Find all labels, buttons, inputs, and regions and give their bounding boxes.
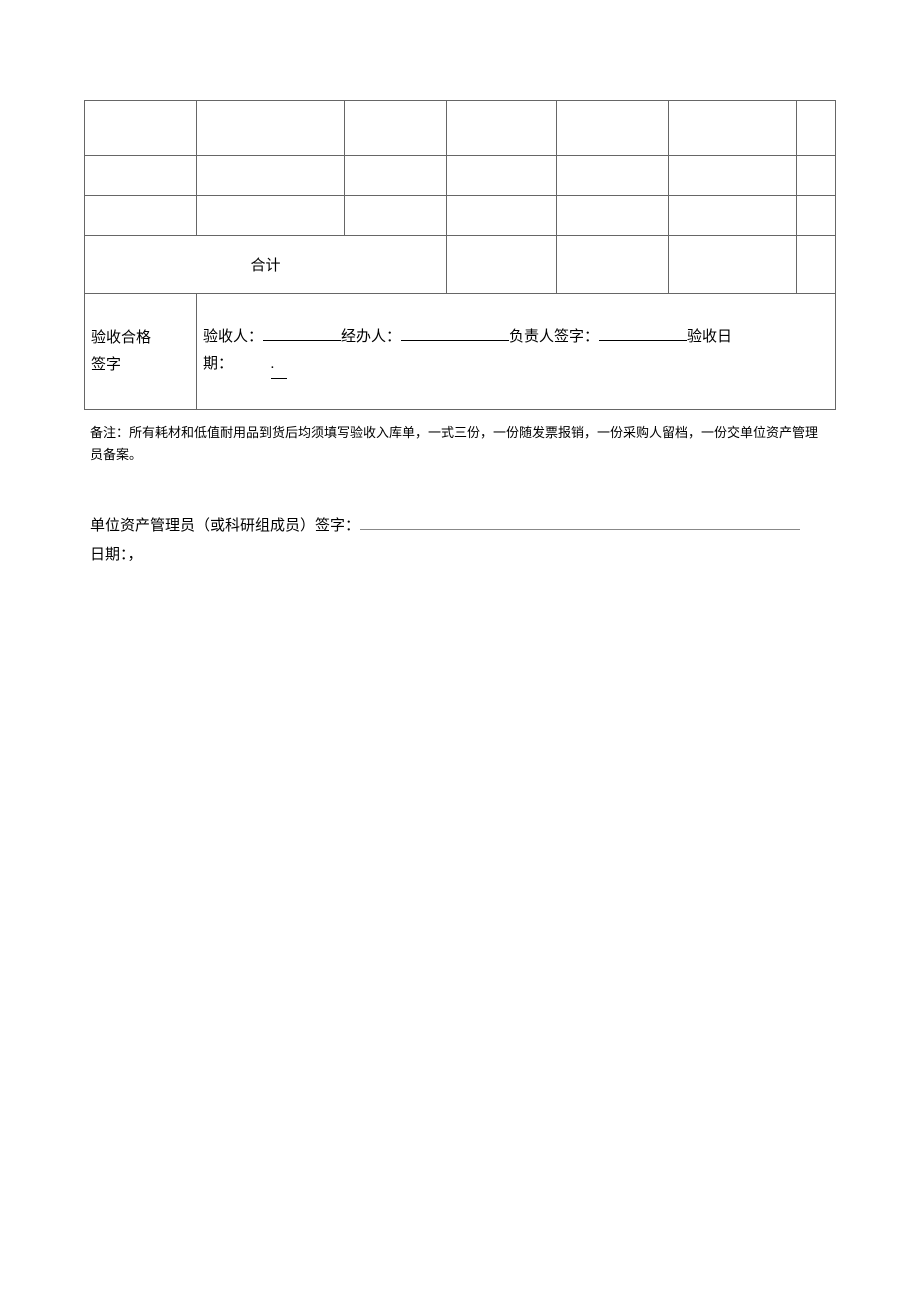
table-cell xyxy=(345,101,447,156)
date-dot: . xyxy=(271,356,275,372)
acceptance-form-table: 合计 验收合格 签字 验收人： 经办人： 负责人签字： 验收日 期： . xyxy=(84,100,836,410)
signature-row: 验收合格 签字 验收人： 经办人： 负责人签字： 验收日 期： . xyxy=(85,294,836,410)
table-cell xyxy=(797,236,836,294)
manager-sign-underline xyxy=(360,529,800,530)
table-row xyxy=(85,196,836,236)
table-cell xyxy=(85,156,197,196)
responsible-label: 负责人签字： xyxy=(509,329,599,345)
handler-label: 经办人： xyxy=(341,329,401,345)
note-text: 备注：所有耗材和低值耐用品到货后均须填写验收入库单，一式三份，一份随发票报销，一… xyxy=(90,425,818,462)
date-label: 验收日 xyxy=(687,329,732,345)
table-row xyxy=(85,156,836,196)
table-cell xyxy=(557,236,669,294)
table-cell xyxy=(197,196,345,236)
note-section: 备注：所有耗材和低值耐用品到货后均须填写验收入库单，一式三份，一份随发票报销，一… xyxy=(84,422,836,466)
signature-title-cell: 验收合格 签字 xyxy=(85,294,197,410)
handler-underline xyxy=(401,340,509,341)
table-row xyxy=(85,101,836,156)
date-underline: . xyxy=(271,351,287,379)
table-cell xyxy=(557,156,669,196)
signature-content-cell: 验收人： 经办人： 负责人签字： 验收日 期： . xyxy=(197,294,836,410)
table-cell xyxy=(797,156,836,196)
signature-title-line1: 验收合格 xyxy=(91,330,151,346)
table-cell xyxy=(447,236,557,294)
table-cell xyxy=(797,101,836,156)
table-cell xyxy=(669,196,797,236)
table-cell xyxy=(669,156,797,196)
table-cell xyxy=(85,101,197,156)
total-row: 合计 xyxy=(85,236,836,294)
table-cell xyxy=(197,156,345,196)
manager-sign-label: 单位资产管理员（或科研组成员）签字： xyxy=(90,518,360,534)
table-cell xyxy=(797,196,836,236)
table-cell xyxy=(669,101,797,156)
inspector-underline xyxy=(263,340,341,341)
manager-date-label: 日期：， xyxy=(90,547,143,563)
manager-sign-section: 单位资产管理员（或科研组成员）签字： 日期：， xyxy=(84,512,836,569)
table-cell xyxy=(197,101,345,156)
total-label: 合计 xyxy=(250,258,280,274)
date-suffix: 期： xyxy=(203,356,233,372)
table-cell xyxy=(447,156,557,196)
total-label-cell: 合计 xyxy=(85,236,447,294)
table-cell xyxy=(447,196,557,236)
table-cell xyxy=(447,101,557,156)
signature-title-line2: 签字 xyxy=(91,357,121,373)
table-cell xyxy=(557,101,669,156)
inspector-label: 验收人： xyxy=(203,329,263,345)
table-cell xyxy=(557,196,669,236)
table-cell xyxy=(345,196,447,236)
table-cell xyxy=(85,196,197,236)
table-cell xyxy=(345,156,447,196)
responsible-underline xyxy=(599,340,687,341)
table-cell xyxy=(669,236,797,294)
